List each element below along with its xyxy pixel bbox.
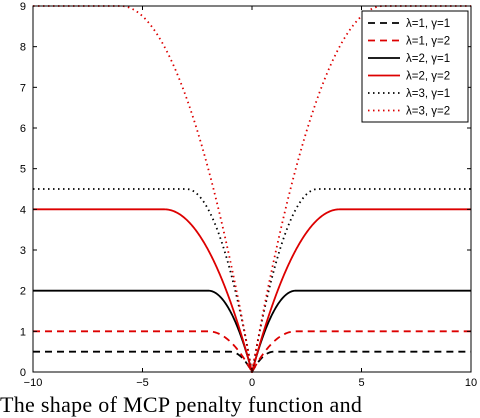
y-tick-label: 4 bbox=[20, 204, 26, 216]
legend: λ=1, γ=1 λ=1, γ=2 λ=2, γ=1 λ=2, γ=2 λ=3, γ=1… bbox=[361, 10, 469, 123]
legend-label: λ=2, γ=1 bbox=[406, 53, 450, 65]
legend-box bbox=[361, 10, 469, 123]
legend-label: λ=2, γ=2 bbox=[406, 71, 450, 83]
series-line-2 bbox=[33, 330, 471, 373]
y-tick-label: 6 bbox=[20, 123, 26, 135]
ticks-layer: −10 −5 0 5 10 0 1 2 3 4 5 6 7 8 9 bbox=[20, 1, 477, 389]
y-tick-label: 8 bbox=[20, 42, 26, 54]
legend-label: λ=1, γ=1 bbox=[406, 18, 450, 30]
x-tick-label: 10 bbox=[465, 377, 477, 389]
y-tick-label: 5 bbox=[20, 164, 26, 176]
x-tick-label: 5 bbox=[358, 377, 364, 389]
y-tick-label: 7 bbox=[20, 82, 26, 94]
y-tick-label: 1 bbox=[20, 326, 26, 338]
legend-label: λ=1, γ=2 bbox=[406, 36, 450, 48]
legend-label: λ=3, γ=2 bbox=[406, 106, 450, 118]
y-tick-label: 9 bbox=[20, 1, 26, 13]
y-tick-label: 3 bbox=[20, 245, 26, 257]
mcp-penalty-chart: −10 −5 0 5 10 0 1 2 3 4 5 6 7 8 9 λ=1, γ=1 λ=1, γ=2 λ=2,… bbox=[20, 1, 477, 389]
series-line-5 bbox=[33, 188, 471, 373]
y-tick-label: 2 bbox=[20, 286, 26, 298]
x-tick-label: 0 bbox=[249, 377, 255, 389]
x-tick-label: −10 bbox=[24, 377, 43, 389]
x-tick-label: −5 bbox=[136, 377, 149, 389]
legend-label: λ=3, γ=1 bbox=[406, 88, 450, 100]
y-tick-label: 0 bbox=[20, 367, 26, 379]
figure-caption: The shape of MCP penalty function and bbox=[0, 392, 363, 417]
